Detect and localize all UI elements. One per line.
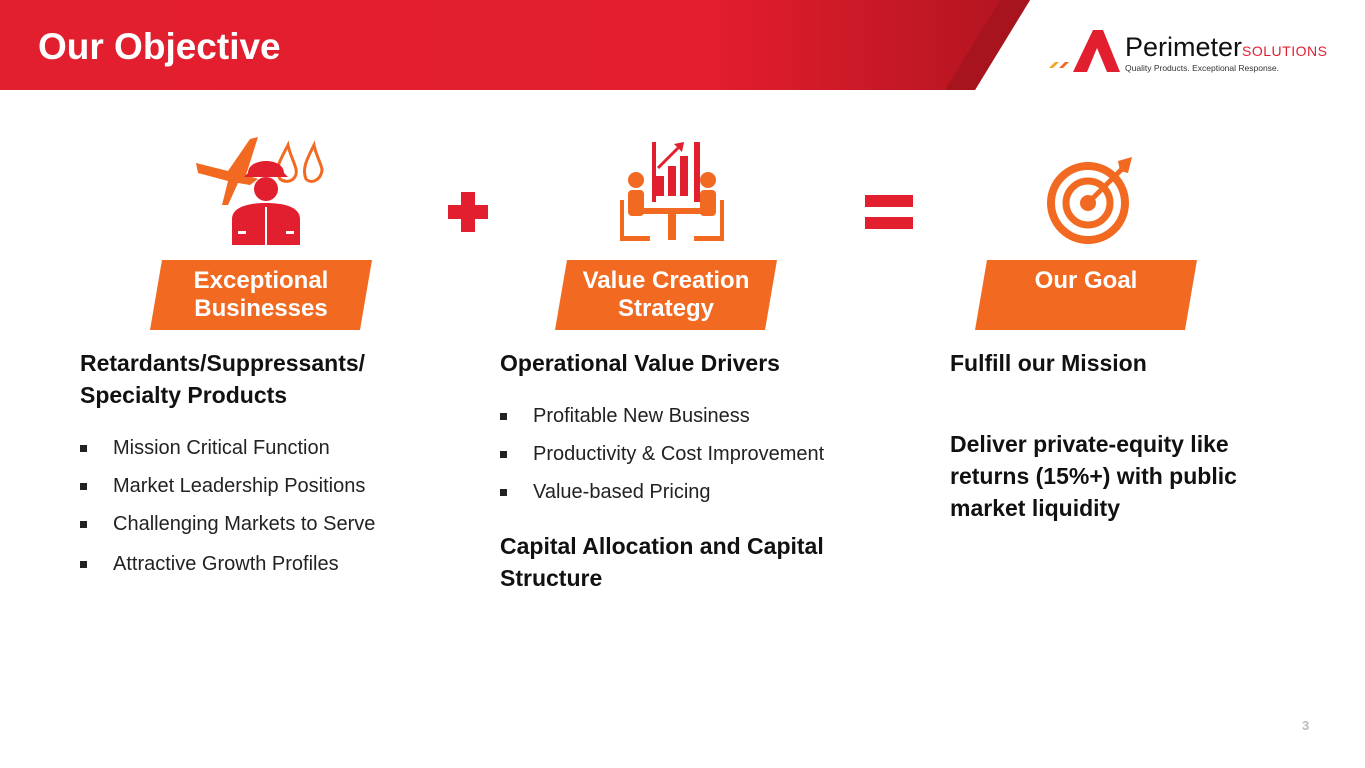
title-banner xyxy=(0,0,1030,90)
plus-icon xyxy=(448,192,488,232)
list-item: Attractive Growth Profiles xyxy=(80,553,375,591)
column-2-heading: Operational Value Drivers xyxy=(500,350,780,376)
equals-icon xyxy=(865,195,913,229)
column-2-list: Profitable New Business Productivity & C… xyxy=(500,405,824,519)
logo-mark-icon xyxy=(1049,30,1120,72)
meeting-chart-icon xyxy=(620,142,724,241)
column-1-list: Mission Critical Function Market Leaders… xyxy=(80,437,375,591)
logo-tagline: Quality Products. Exceptional Response. xyxy=(1125,63,1280,73)
page-number: 3 xyxy=(1302,718,1310,733)
column-3-heading-2: Deliver private-equity like returns (15%… xyxy=(950,431,1237,521)
list-item: Market Leadership Positions xyxy=(80,475,375,513)
list-item: Productivity & Cost Improvement xyxy=(500,443,824,481)
target-icon xyxy=(1047,157,1132,244)
tag-exceptional-businesses: Exceptional Businesses xyxy=(150,260,372,330)
list-item: Value-based Pricing xyxy=(500,481,824,519)
tag-value-creation-strategy: Value Creation Strategy xyxy=(555,260,777,330)
list-item: Mission Critical Function xyxy=(80,437,375,475)
page-title: Our Objective xyxy=(38,26,281,67)
column-2-heading-2: Capital Allocation and Capital Structure xyxy=(500,533,824,591)
tag-our-goal: Our Goal xyxy=(975,260,1197,330)
column-1-heading: Retardants/Suppressants/ Specialty Produ… xyxy=(80,350,366,408)
list-item: Challenging Markets to Serve xyxy=(80,513,375,551)
logo-suffix: SOLUTIONS xyxy=(1242,43,1328,59)
list-item: Profitable New Business xyxy=(500,405,824,443)
company-logo: PerimeterSOLUTIONS Quality Products. Exc… xyxy=(1045,28,1328,78)
firefighter-plane-drops-icon xyxy=(196,137,324,245)
column-3-heading: Fulfill our Mission xyxy=(950,350,1147,376)
logo-name: Perimeter xyxy=(1125,32,1243,62)
